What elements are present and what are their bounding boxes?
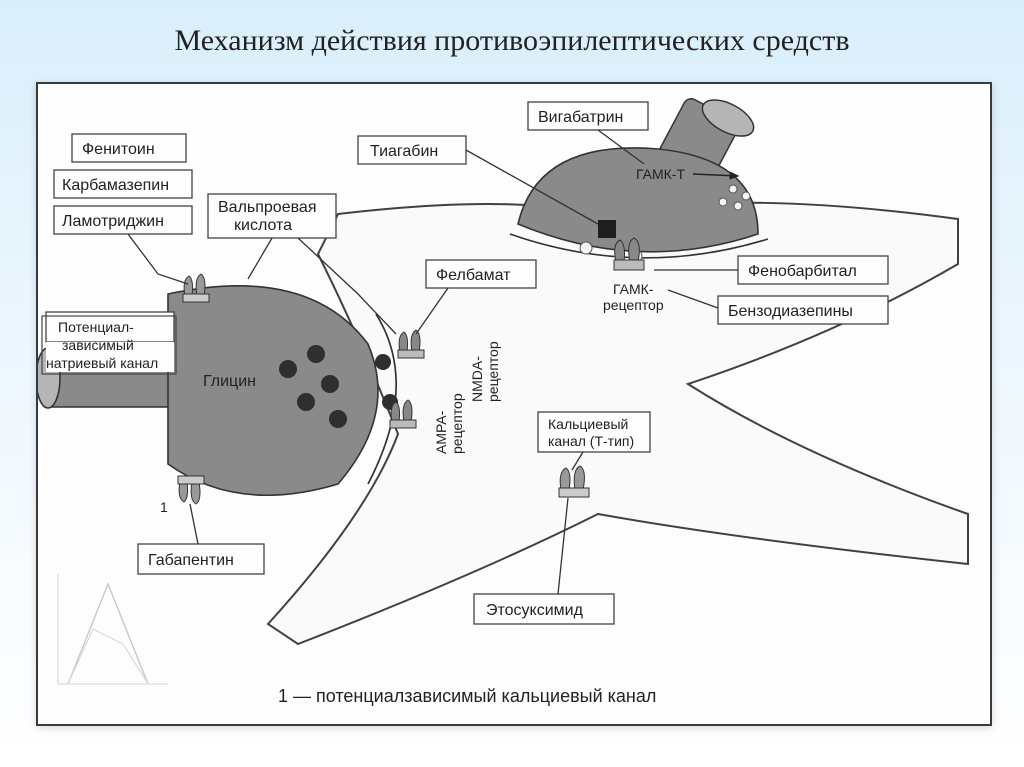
slide-title: Механизм действия противоэпилептических …	[0, 24, 1024, 58]
phenytoin-label: Фенитоин	[82, 141, 155, 158]
faint-plot	[58, 574, 168, 684]
gaba-receptor-label-2: рецептор	[603, 297, 664, 313]
caption: 1 — потенциалзависимый кальциевый канал	[278, 686, 656, 706]
felbamate-label: Фелбамат	[436, 267, 511, 284]
gaba-t-label: ГАМК-Т	[636, 166, 685, 182]
na-channel-bottom-icon	[178, 476, 204, 504]
footnote-1-marker: 1	[160, 499, 168, 515]
na-channel-label-2: зависимый	[62, 337, 134, 353]
gaba-receptor-label-1: ГАМК-	[613, 281, 654, 297]
gabapentin-label: Габапентин	[148, 552, 234, 569]
diagram-svg: ГАМК-Т ГАМК- рецептор	[38, 84, 990, 724]
carbamazepine-label: Карбамазепин	[62, 177, 169, 194]
valproic-label-1: Вальпроевая	[218, 199, 316, 216]
na-channel-label-3: натриевый канал	[46, 355, 158, 371]
ca-channel-label-2: канал (Т-тип)	[548, 433, 634, 449]
glycine-label: Глицин	[203, 373, 256, 390]
vigabatrin-label: Вигабатрин	[538, 109, 623, 126]
ethosuximide-label: Этосуксимид	[486, 602, 584, 619]
ampa-label-1: AMPA-	[433, 410, 449, 454]
ca-channel-label-1: Кальциевый	[548, 416, 628, 432]
lamotrigine-label: Ламотриджин	[62, 213, 164, 230]
benzodiazepines-label: Бензодиазепины	[728, 303, 853, 320]
valproic-label-2: кислота	[234, 217, 292, 234]
ampa-label-2: рецептор	[449, 393, 465, 454]
na-channel-top-icon	[183, 274, 209, 302]
na-channel-label-1: Потенциал-	[58, 319, 134, 335]
diagram-frame: ГАМК-Т ГАМК- рецептор	[36, 82, 992, 726]
phenobarbital-label: Фенобарбитал	[748, 263, 857, 280]
nmda-label-1: NMDA-	[469, 356, 485, 402]
tiagabine-label: Тиагабин	[370, 143, 438, 160]
nmda-label-2: рецептор	[485, 341, 501, 402]
